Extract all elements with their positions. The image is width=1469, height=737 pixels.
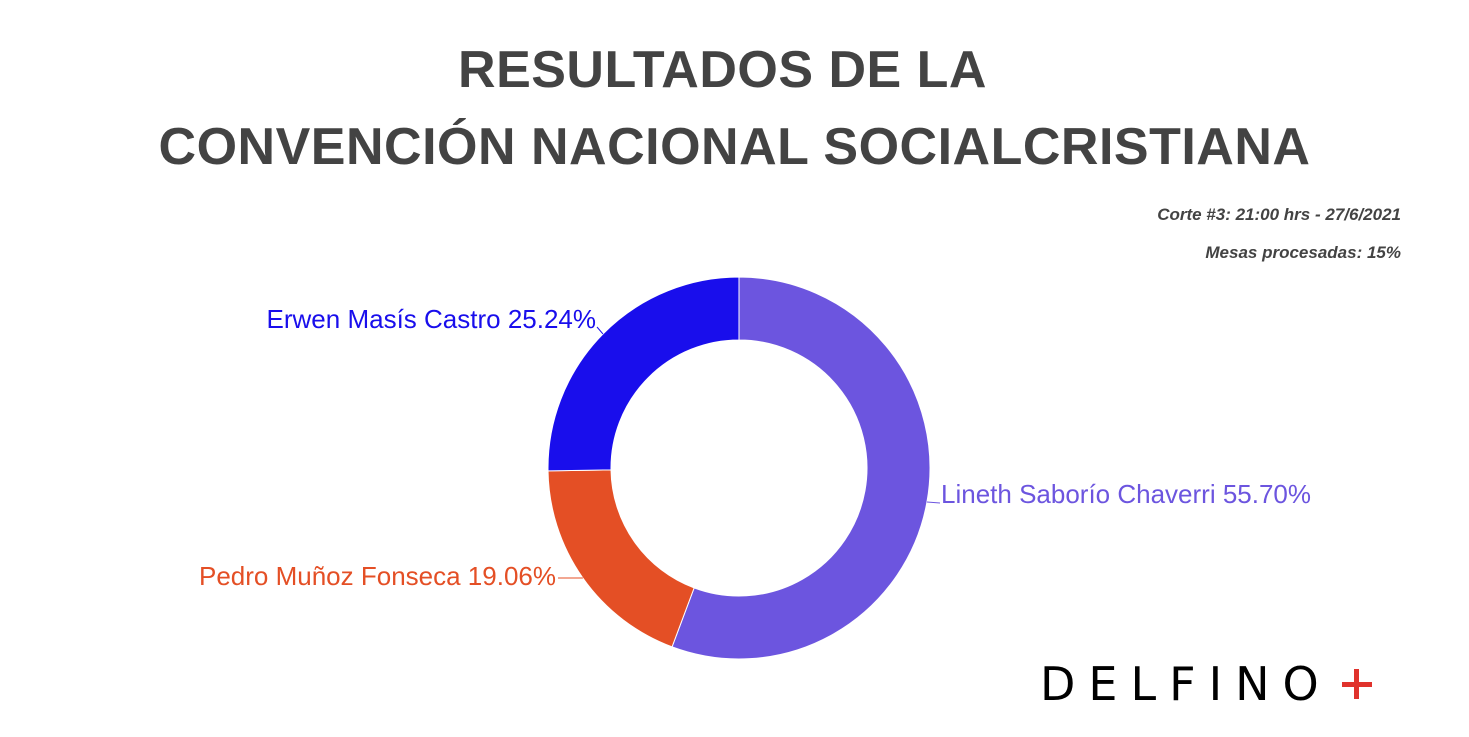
chart-title-line-2: CONVENCIÓN NACIONAL SOCIALCRISTIANA <box>158 118 1311 176</box>
logo-text: DELFINO <box>1040 657 1332 711</box>
chart-title-line-1: RESULTADOS DE LA <box>458 41 987 99</box>
slice-erwen-masis-castro <box>547 276 740 472</box>
leader-line-erwen-masis-castro <box>596 326 604 335</box>
slice-label-erwen-masis-castro: Erwen Masís Castro 25.24% <box>267 304 596 334</box>
tables-processed: Mesas procesadas: 15% <box>1205 243 1401 262</box>
logo-plus-icon <box>1341 669 1372 699</box>
slice-label-lineth-saborio-chaverri: Lineth Saborío Chaverri 55.70% <box>941 479 1311 509</box>
leader-line-lineth-saborio-chaverri <box>926 501 941 504</box>
delfino-logo: DELFINO <box>1040 652 1372 716</box>
cut-info: Corte #3: 21:00 hrs - 27/6/2021 <box>1157 205 1401 224</box>
slice-pedro-munoz-fonseca <box>547 469 695 648</box>
slice-lineth-saborio-chaverri <box>671 276 931 660</box>
slice-label-pedro-munoz-fonseca: Pedro Muñoz Fonseca 19.06% <box>199 561 556 591</box>
